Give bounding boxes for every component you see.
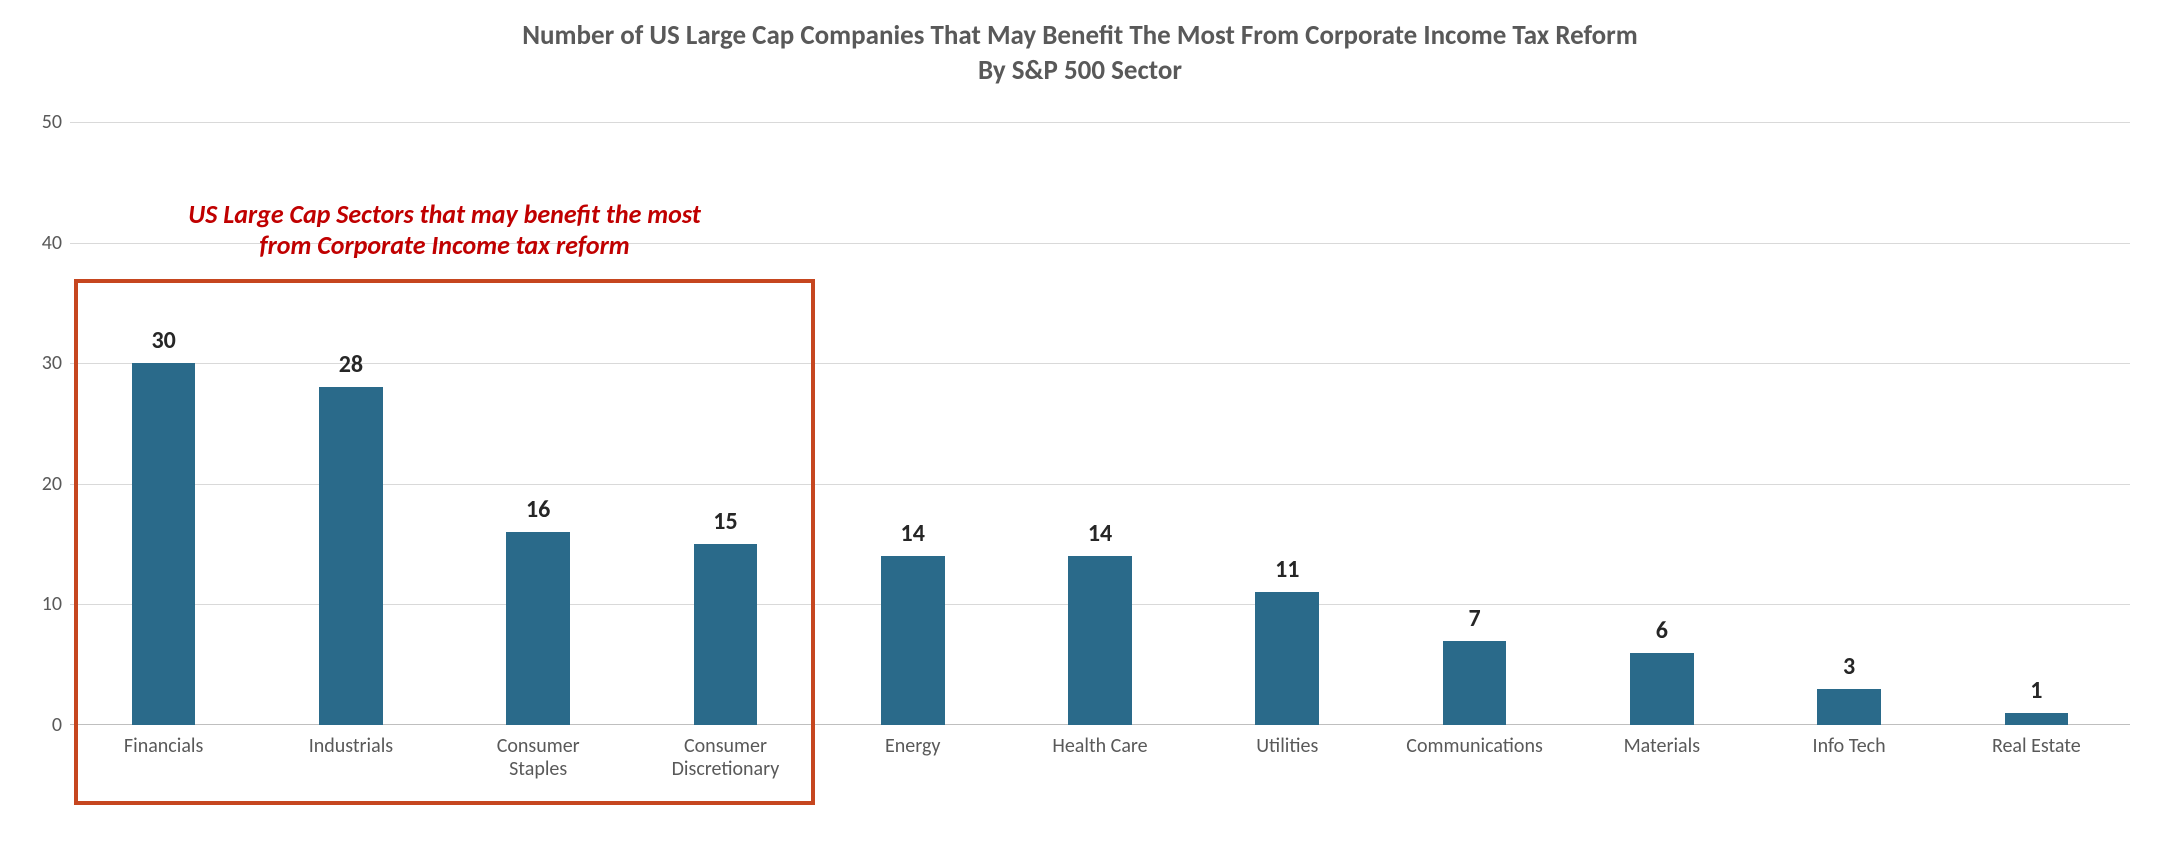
bar-value-label: 11 [1194, 555, 1381, 584]
highlight-annotation: US Large Cap Sectors that may benefit th… [74, 199, 815, 261]
y-tick-label: 0 [22, 713, 62, 737]
bar [1817, 689, 1881, 725]
x-category-label: Utilities [1194, 725, 1381, 758]
bar-value-label: 14 [1006, 519, 1193, 548]
y-tick-label: 20 [22, 472, 62, 496]
chart-title: Number of US Large Cap Companies That Ma… [0, 18, 2160, 88]
chart-title-line2: By S&P 500 Sector [0, 53, 2160, 88]
x-category-label: Communications [1381, 725, 1568, 758]
highlight-annotation-line1: US Large Cap Sectors that may benefit th… [74, 199, 815, 230]
bar-slot: 7Communications [1381, 122, 1568, 725]
x-category-label: Info Tech [1755, 725, 1942, 758]
bar [1255, 592, 1319, 725]
y-tick-label: 30 [22, 351, 62, 375]
bar-slot: 1Real Estate [1943, 122, 2130, 725]
bar [1443, 641, 1507, 725]
bar-slot: 6Materials [1568, 122, 1755, 725]
bar [1630, 653, 1694, 725]
bar [2005, 713, 2069, 725]
highlight-annotation-line2: from Corporate Income tax reform [74, 230, 815, 261]
chart-container: Number of US Large Cap Companies That Ma… [0, 0, 2160, 853]
bar-value-label: 3 [1755, 652, 1942, 681]
x-category-label: Health Care [1006, 725, 1193, 758]
bar-value-label: 6 [1568, 616, 1755, 645]
x-category-label: Real Estate [1943, 725, 2130, 758]
highlight-box [74, 279, 815, 805]
y-tick-label: 50 [22, 110, 62, 134]
y-tick-label: 10 [22, 592, 62, 616]
bar-slot: 3Info Tech [1755, 122, 1942, 725]
x-category-label: Energy [819, 725, 1006, 758]
bar-slot: 11Utilities [1194, 122, 1381, 725]
bar-slot: 14Health Care [1006, 122, 1193, 725]
chart-title-line1: Number of US Large Cap Companies That Ma… [0, 18, 2160, 53]
bar-value-label: 7 [1381, 604, 1568, 633]
bar-value-label: 1 [1943, 676, 2130, 705]
y-tick-label: 40 [22, 231, 62, 255]
plot-area: 0102030405030Financials28Industrials16Co… [70, 122, 2130, 725]
bar-value-label: 14 [819, 519, 1006, 548]
x-category-label: Materials [1568, 725, 1755, 758]
bar [881, 556, 945, 725]
bar-slot: 14Energy [819, 122, 1006, 725]
bar [1068, 556, 1132, 725]
